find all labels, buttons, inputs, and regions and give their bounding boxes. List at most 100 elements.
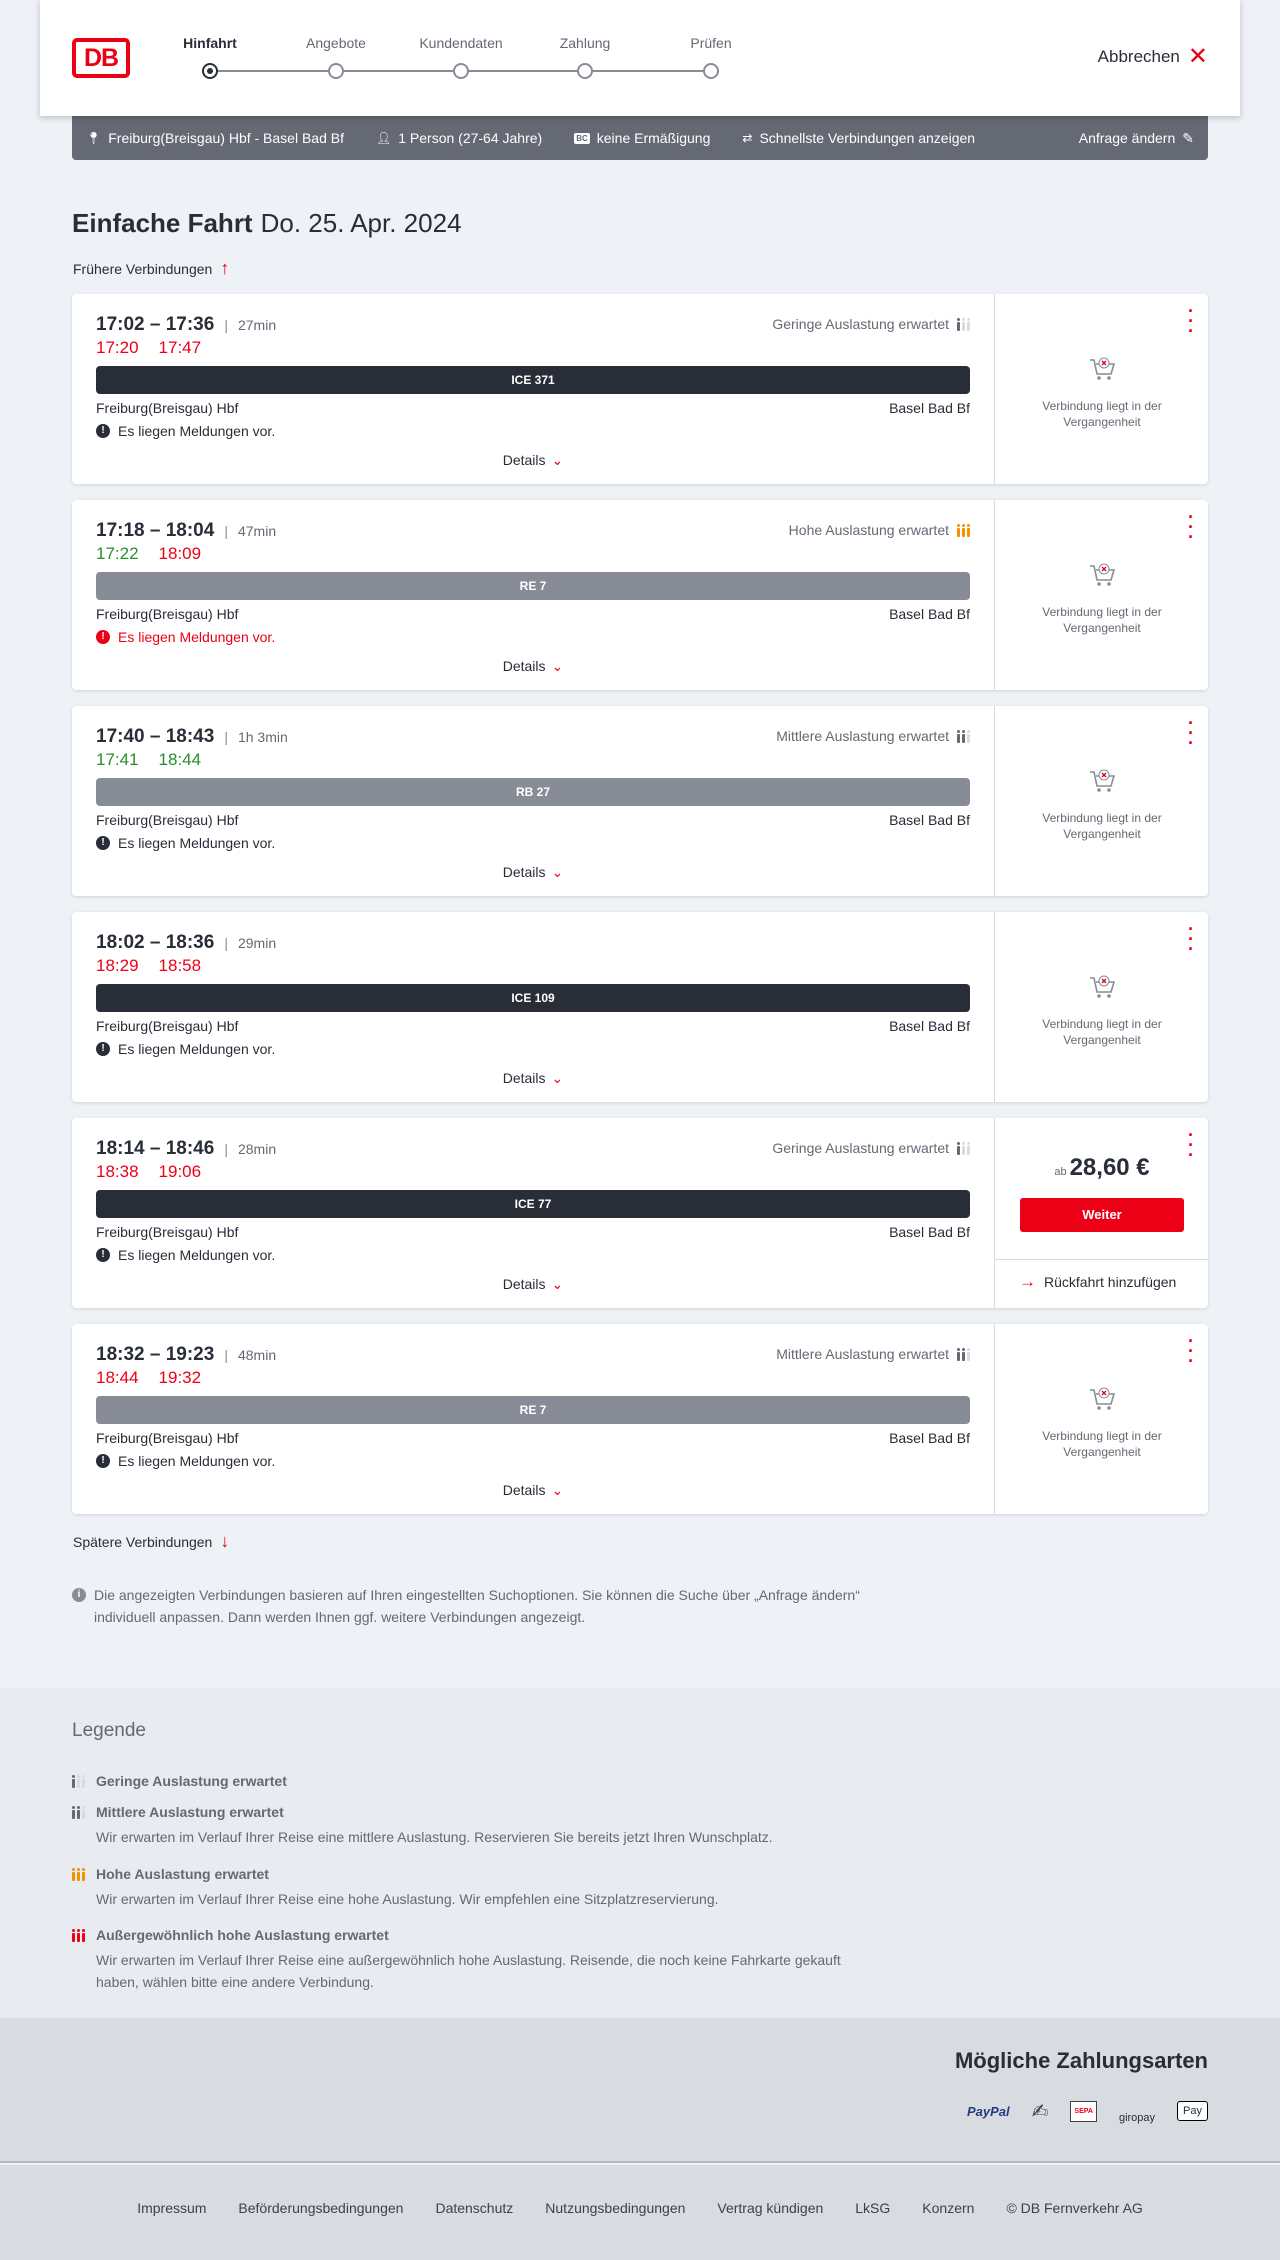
past-connection-note: Verbindung liegt in der Vergangenheit (1042, 399, 1162, 429)
connection-card: 18:32 – 19:23 | 48min 18:44 19:32 Mittlere … (72, 1324, 1208, 1514)
details-toggle[interactable]: Details ⌄ (72, 1482, 994, 1499)
product-bar[interactable]: ICE 77 (96, 1190, 970, 1218)
occupancy-low-icon (957, 1141, 970, 1155)
past-connection-note: Verbindung liegt in der Vergangenheit (1042, 605, 1162, 635)
product-bar[interactable]: RB 27 (96, 778, 970, 806)
more-options-icon[interactable]: · · · (1188, 507, 1194, 547)
realtime-arrival: 18:44 (158, 750, 202, 769)
details-label: Details (502, 1482, 546, 1498)
details-toggle[interactable]: Details ⌄ (72, 658, 994, 675)
offer-panel: · · · Verbindung liegt in der Vergangenhei… (994, 294, 1208, 484)
past-connection-note: Verbindung liegt in der Vergangenheit (1042, 1017, 1162, 1047)
swap-arrows-icon: ⇄ (742, 131, 753, 145)
edit-request-label: Anfrage ändern (1078, 130, 1176, 146)
destination-station: Basel Bad Bf (889, 400, 970, 416)
occupancy-low-icon (957, 317, 970, 331)
realtime-departure: 17:41 (96, 750, 139, 769)
product-bar[interactable]: RE 7 (96, 572, 970, 600)
cancel-label: Abbrechen (1097, 47, 1180, 66)
more-options-icon[interactable]: · · · (1188, 919, 1194, 959)
realtime-times: 17:20 17:47 (96, 338, 201, 358)
occupancy-medium-icon (957, 729, 970, 743)
realtime-arrival: 19:32 (158, 1368, 202, 1387)
fastest-summary: ⇄ Schnellste Verbindungen anzeigen (742, 130, 975, 146)
product-bar[interactable]: ICE 371 (96, 366, 970, 394)
realtime-departure: 17:20 (96, 338, 139, 357)
messages-text: Es liegen Meldungen vor. (118, 1247, 276, 1263)
details-label: Details (502, 658, 546, 674)
offer-panel: · · · Verbindung liegt in der Vergangenhei… (994, 912, 1208, 1102)
occupancy-info: Mittlere Auslastung erwartet (776, 1346, 970, 1362)
destination-station: Basel Bad Bf (889, 1224, 970, 1240)
footer-link[interactable]: Konzern (922, 2200, 975, 2216)
footer-link[interactable]: © DB Fernverkehr AG (1006, 2200, 1143, 2216)
details-toggle[interactable]: Details ⌄ (72, 1070, 994, 1087)
footer-link[interactable]: Impressum (137, 2200, 207, 2216)
duration: 29min (237, 935, 277, 951)
time-range: 18:02 – 18:36 (96, 932, 215, 953)
messages-notice: ! Es liegen Meldungen vor. (96, 1247, 275, 1263)
details-toggle[interactable]: Details ⌄ (72, 1276, 994, 1293)
duration: 27min (237, 317, 277, 333)
occupancy-medium-icon (957, 1347, 970, 1361)
header: DB Hinfahrt Angebote Kundendaten Zahlung Prü… (40, 0, 1240, 116)
cart-unavailable-icon (1090, 563, 1116, 586)
messages-text: Es liegen Meldungen vor. (118, 423, 276, 439)
footer-link[interactable]: Vertrag kündigen (717, 2200, 824, 2216)
divider (995, 1259, 1209, 1260)
chevron-down-icon: ⌄ (551, 658, 564, 674)
route-text: Freiburg(Breisgau) Hbf - Basel Bad Bf (108, 130, 344, 146)
trip-type: Einfache Fahrt (72, 208, 253, 238)
occupancy-text: Geringe Auslastung erwartet (772, 1140, 949, 1156)
exclamation-icon: ! (96, 1454, 110, 1468)
cart-unavailable-icon (1090, 1387, 1116, 1410)
messages-notice: ! Es liegen Meldungen vor. (96, 1453, 275, 1469)
later-connections-link[interactable]: Spätere Verbindungen ↓ (73, 1531, 229, 1552)
offer-panel: · · · ab 28,60 € Weiter → Rückfahrt hinzufüg… (994, 1118, 1209, 1308)
connection-card: 18:14 – 18:46 | 28min 18:38 19:06 Geringe A… (72, 1118, 1209, 1308)
arrow-down-icon: ↓ (220, 1531, 230, 1551)
duration: 28min (237, 1141, 277, 1157)
more-options-icon[interactable]: · · · (1188, 301, 1194, 341)
request-summary-bar: 📍︎ Freiburg(Breisgau) Hbf - Basel Bad Bf … (72, 116, 1208, 160)
occupancy-medium-icon (72, 1806, 85, 1819)
add-return-button[interactable]: → Rückfahrt hinzufügen (1019, 1273, 1177, 1290)
legend-item-text: Wir erwarten im Verlauf Ihrer Reise eine… (96, 1891, 719, 1907)
scheduled-times: 17:02 – 17:36 | 27min (96, 314, 276, 336)
step-indicator-3 (577, 63, 593, 79)
discount-summary: BC keine Ermäßigung (574, 130, 710, 146)
realtime-times: 18:44 19:32 (96, 1368, 201, 1388)
time-range: 17:40 – 18:43 (96, 726, 215, 747)
messages-text: Es liegen Meldungen vor. (118, 1041, 276, 1057)
more-options-icon[interactable]: · · · (1188, 1331, 1194, 1371)
legend-item-title: Außergewöhnlich hohe Auslastung erwartet (96, 1927, 389, 1943)
scheduled-times: 18:02 – 18:36 | 29min (96, 932, 276, 954)
continue-button[interactable]: Weiter (1020, 1198, 1184, 1232)
details-toggle[interactable]: Details ⌄ (72, 452, 994, 469)
earlier-connections-link[interactable]: Frühere Verbindungen ↑ (73, 258, 229, 279)
add-return-label: Rückfahrt hinzufügen (1044, 1274, 1177, 1290)
legend-item-text: Wir erwarten im Verlauf Ihrer Reise eine… (96, 1829, 773, 1845)
details-label: Details (502, 1276, 546, 1292)
product-bar[interactable]: RE 7 (96, 1396, 970, 1424)
exclamation-icon: ! (96, 424, 110, 438)
footer-link[interactable]: Nutzungsbedingungen (545, 2200, 686, 2216)
footer-link[interactable]: Datenschutz (435, 2200, 514, 2216)
scheduled-times: 17:18 – 18:04 | 47min (96, 520, 276, 542)
more-options-icon[interactable]: · · · (1188, 1125, 1194, 1165)
footer-link[interactable]: LkSG (855, 2200, 891, 2216)
footer-link[interactable]: Beförderungsbedingungen (238, 2200, 404, 2216)
db-logo[interactable]: DB (72, 38, 130, 78)
cancel-button[interactable]: Abbrechen ✕ (1097, 45, 1208, 69)
more-options-icon[interactable]: · · · (1188, 713, 1194, 753)
occupancy-info: Hohe Auslastung erwartet (789, 522, 970, 538)
edit-request-button[interactable]: Anfrage ändern ✎ (1079, 130, 1194, 147)
footer: Impressum Beförderungsbedingungen Datensch… (0, 2165, 1280, 2260)
product-bar[interactable]: ICE 109 (96, 984, 970, 1012)
legend-item-text: Wir erwarten im Verlauf Ihrer Reise eine… (96, 1952, 841, 1990)
details-toggle[interactable]: Details ⌄ (72, 864, 994, 881)
payment-section: Mögliche Zahlungsarten PayPal ✍ SEPA gir… (0, 2018, 1280, 2163)
messages-notice: ! Es liegen Meldungen vor. (96, 629, 275, 645)
realtime-arrival: 18:09 (158, 544, 202, 563)
exclamation-icon: ! (96, 836, 110, 850)
